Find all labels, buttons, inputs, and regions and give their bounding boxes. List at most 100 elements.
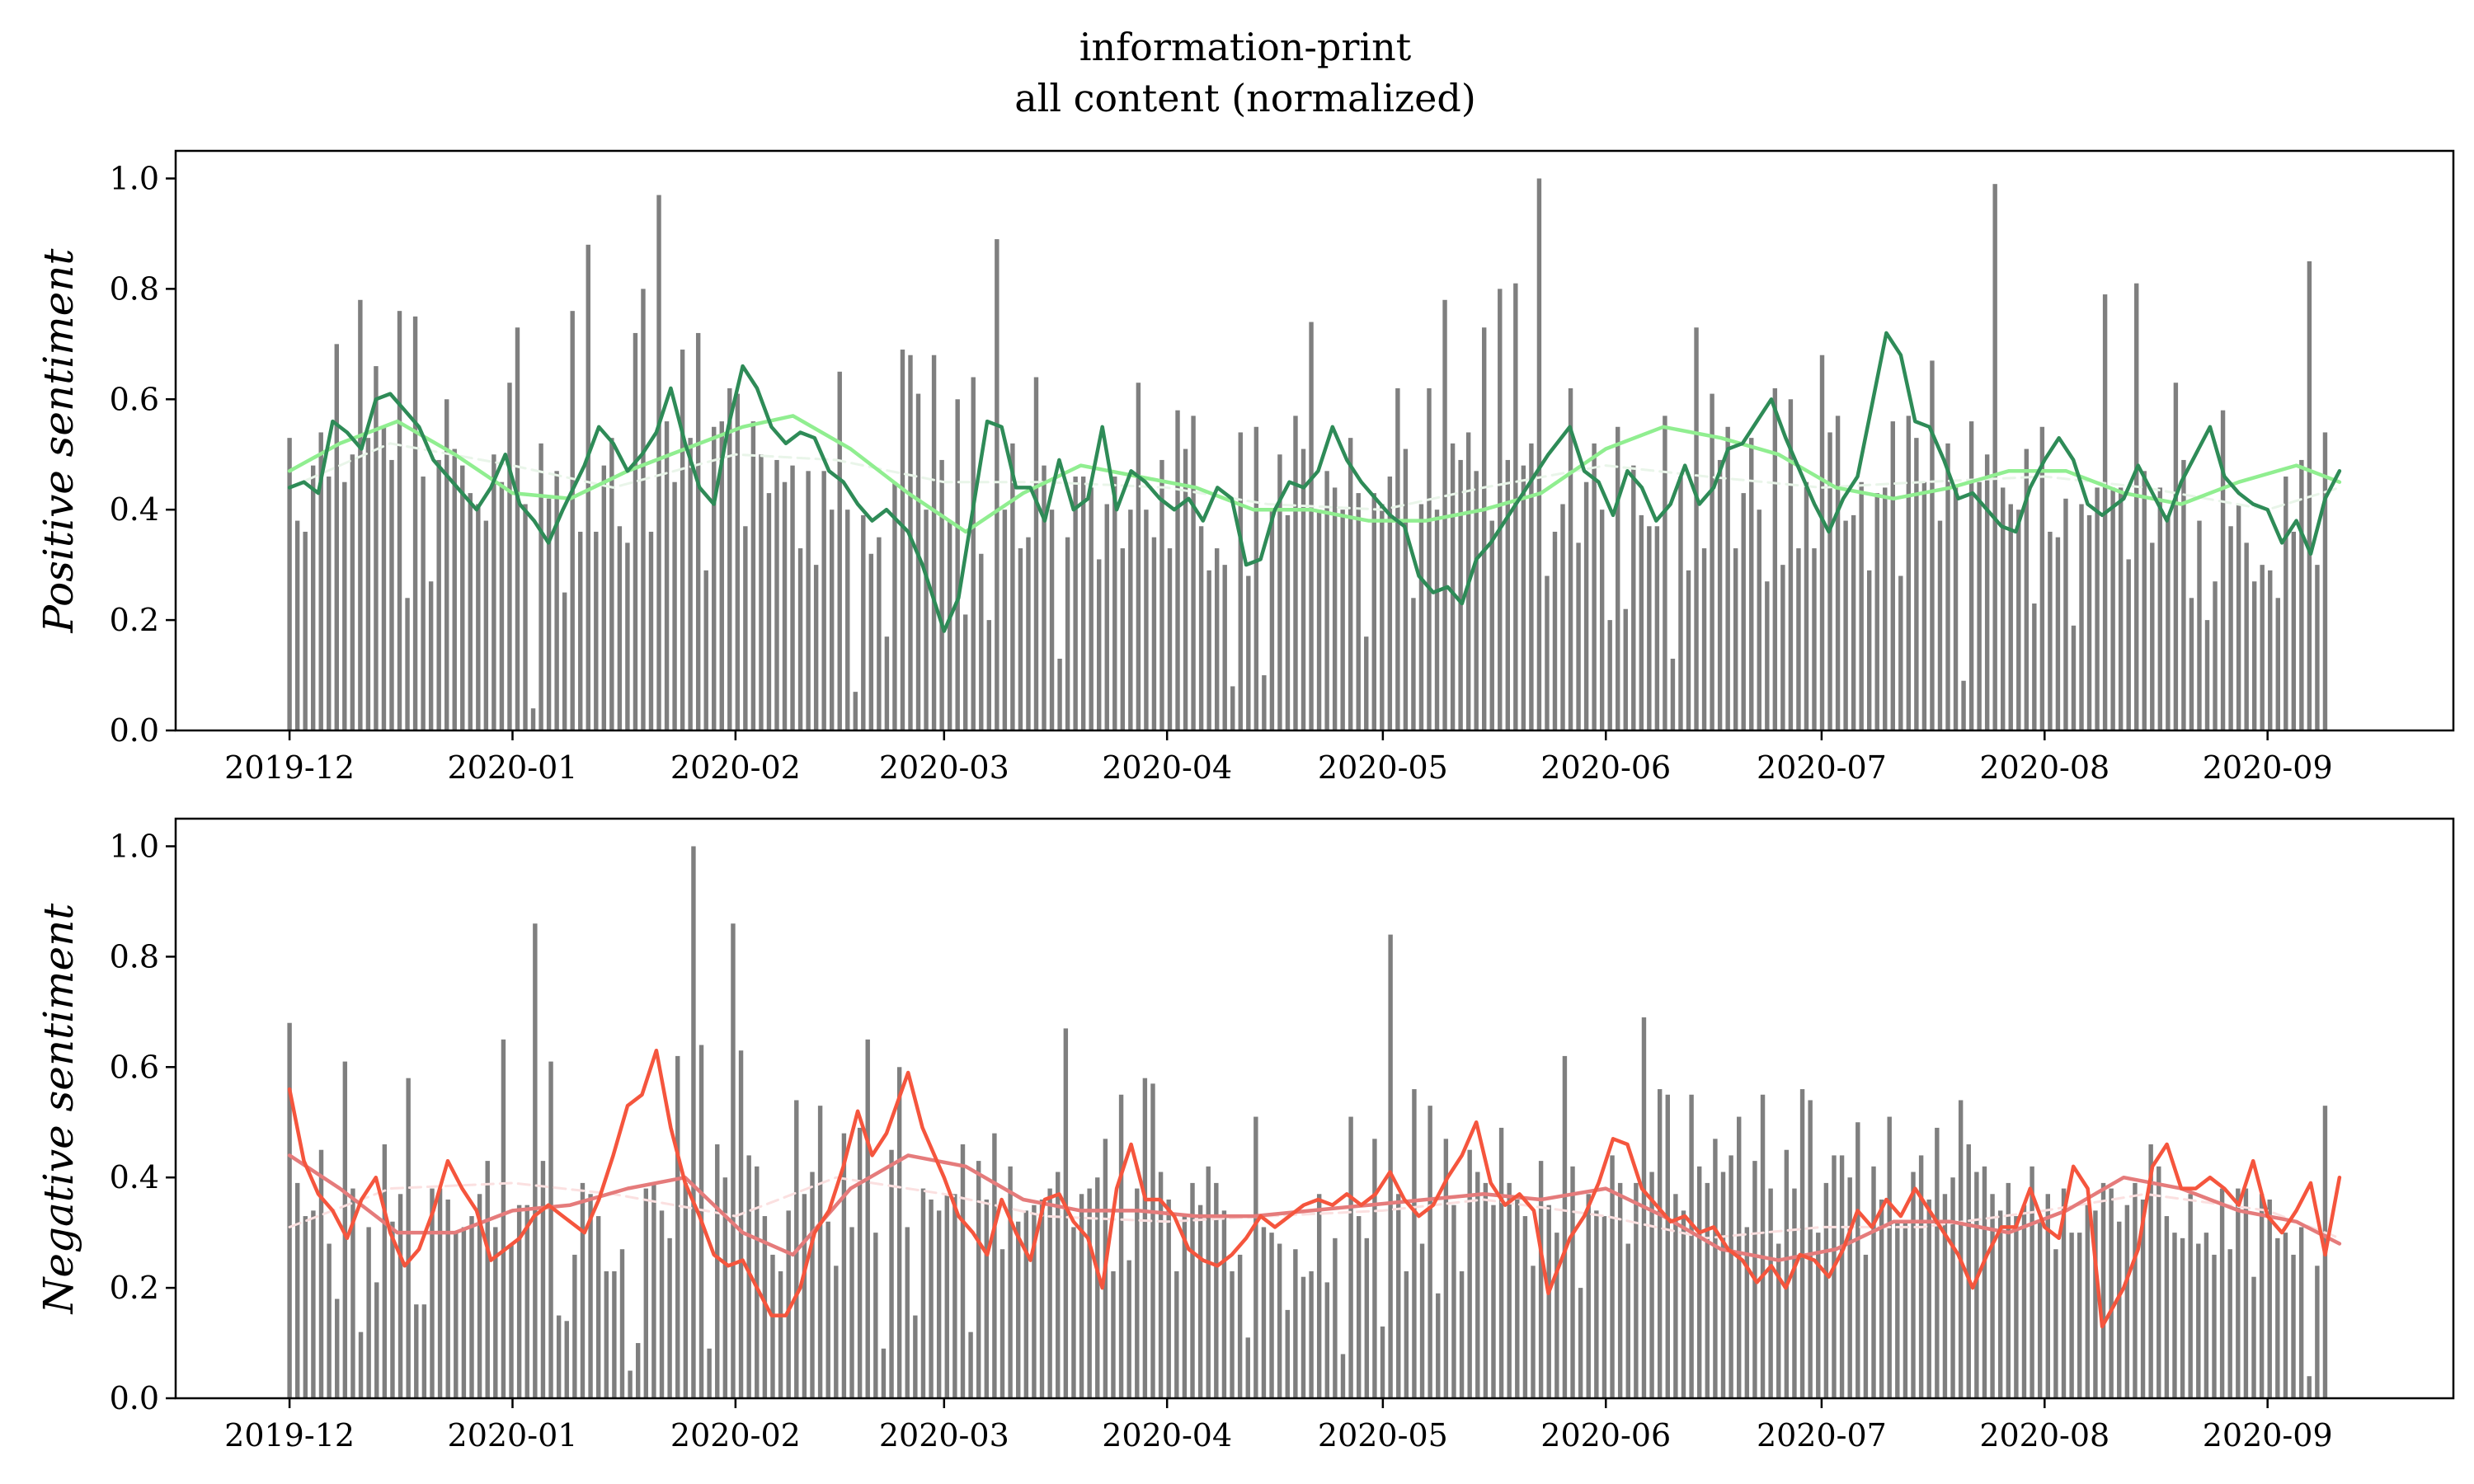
positive-bar bbox=[1104, 504, 1109, 730]
negative-bar bbox=[1047, 1188, 1052, 1398]
positive-bar bbox=[1992, 184, 1997, 731]
negative-bar bbox=[778, 1271, 783, 1398]
positive-bar bbox=[1002, 510, 1008, 730]
negative-bar bbox=[2061, 1188, 2067, 1398]
positive-axes-frame bbox=[174, 149, 2455, 732]
negative-bar bbox=[1277, 1243, 1282, 1398]
negative-bar bbox=[2148, 1144, 2153, 1398]
positive-bar bbox=[2150, 542, 2155, 730]
negative-bar bbox=[1958, 1100, 1964, 1398]
positive-bar bbox=[476, 504, 481, 730]
positive-bar bbox=[1222, 565, 1227, 730]
negative-bar bbox=[2014, 1216, 2019, 1398]
positive-bar bbox=[892, 481, 897, 730]
positive-bar bbox=[318, 432, 323, 730]
negative-bar bbox=[1657, 1089, 1663, 1398]
positive-bar bbox=[1977, 481, 1982, 730]
positive-bar bbox=[947, 520, 952, 730]
negative-bar bbox=[366, 1227, 371, 1398]
negative-weekly-line bbox=[287, 1153, 2342, 1262]
negative-bar bbox=[929, 1199, 934, 1398]
positive-bar bbox=[853, 692, 858, 730]
positive-bar bbox=[1057, 658, 1062, 730]
positive-bar bbox=[1914, 438, 1919, 730]
positive-bar bbox=[2315, 565, 2320, 730]
negative-bar bbox=[1903, 1221, 1908, 1398]
negative-bar bbox=[1610, 1155, 1615, 1398]
negative-y-axis: 0.0 0.2 0.4 0.6 0.8 1.0 bbox=[110, 828, 176, 1416]
positive-bar bbox=[2236, 504, 2241, 730]
negative-bar bbox=[2219, 1188, 2225, 1398]
negative-bar bbox=[548, 1061, 553, 1398]
negative-bar bbox=[1538, 1161, 1544, 1398]
positive-bar bbox=[1442, 299, 1447, 730]
positive-bar bbox=[1616, 426, 1620, 730]
positive-bar bbox=[1984, 454, 1990, 730]
negative-bar bbox=[1079, 1194, 1084, 1398]
positive-bar bbox=[1560, 504, 1565, 730]
negative-bar bbox=[1966, 1144, 1971, 1398]
negative-x-tick-label: 2019-12 bbox=[224, 1417, 355, 1453]
positive-bar bbox=[1568, 387, 1573, 730]
negative-bar bbox=[1158, 1172, 1164, 1398]
positive-bar bbox=[1175, 410, 1180, 730]
positive-bar bbox=[1474, 471, 1479, 730]
positive-bar bbox=[735, 393, 741, 730]
negative-bar bbox=[1507, 1182, 1512, 1398]
negative-bar bbox=[1665, 1094, 1670, 1398]
positive-bar bbox=[1183, 448, 1188, 730]
negative-bar bbox=[1230, 1271, 1235, 1398]
negative-x-tick-label: 2020-01 bbox=[448, 1417, 578, 1453]
negative-bar bbox=[1792, 1188, 1797, 1398]
negative-bar bbox=[1206, 1166, 1211, 1398]
negative-bar bbox=[2188, 1194, 2193, 1398]
positive-bar bbox=[774, 459, 779, 730]
positive-bar bbox=[1757, 510, 1761, 730]
negative-bar bbox=[1087, 1188, 1092, 1398]
negative-bar bbox=[1118, 1094, 1124, 1398]
positive-bar bbox=[625, 542, 630, 730]
positive-bar bbox=[327, 477, 332, 730]
negative-bar bbox=[2236, 1188, 2241, 1398]
negative-bar bbox=[2291, 1254, 2296, 1398]
negative-bar bbox=[374, 1282, 379, 1398]
negative-bar bbox=[1498, 1127, 1504, 1398]
negative-bar bbox=[825, 1221, 830, 1398]
positive-bar bbox=[884, 636, 890, 730]
negative-bar bbox=[1942, 1194, 1948, 1398]
positive-bar bbox=[1859, 481, 1864, 730]
negative-bar bbox=[430, 1188, 435, 1398]
negative-bar bbox=[1926, 1199, 1931, 1398]
negative-bar bbox=[1357, 1216, 1362, 1398]
negative-bar bbox=[2172, 1233, 2177, 1398]
positive-bar bbox=[539, 443, 543, 730]
negative-bar bbox=[1570, 1166, 1575, 1398]
positive-bar bbox=[1827, 432, 1832, 730]
negative-bar bbox=[1214, 1182, 1219, 1398]
positive-bar bbox=[1898, 575, 1903, 730]
negative-bar bbox=[540, 1161, 546, 1398]
negative-bar bbox=[1918, 1155, 1924, 1398]
positive-bar bbox=[790, 465, 795, 730]
negative-bar bbox=[1705, 1182, 1710, 1398]
positive-bar bbox=[2213, 581, 2218, 730]
positive-bar bbox=[562, 592, 567, 730]
positive-y-tick-label: 0.8 bbox=[110, 270, 159, 307]
negative-bar bbox=[1578, 1288, 1583, 1398]
negative-bar bbox=[1142, 1078, 1148, 1398]
negative-bar bbox=[501, 1039, 506, 1398]
positive-bar bbox=[1167, 548, 1173, 730]
negative-bar bbox=[580, 1182, 586, 1398]
positive-bar bbox=[1356, 493, 1361, 730]
positive-bar bbox=[641, 289, 646, 730]
negative-bar bbox=[746, 1155, 751, 1398]
positive-bar bbox=[1380, 504, 1385, 730]
positive-x-axis: 2019-12 2020-01 2020-02 2020-03 2020-04 2020-… bbox=[224, 730, 2333, 786]
positive-x-tick-label: 2020-02 bbox=[670, 749, 801, 786]
negative-bar bbox=[1340, 1354, 1346, 1398]
negative-bar bbox=[667, 1237, 672, 1398]
positive-bar bbox=[1780, 565, 1785, 730]
positive-bar bbox=[712, 426, 717, 730]
negative-bar bbox=[1237, 1254, 1243, 1398]
negative-bar bbox=[1681, 1210, 1686, 1398]
